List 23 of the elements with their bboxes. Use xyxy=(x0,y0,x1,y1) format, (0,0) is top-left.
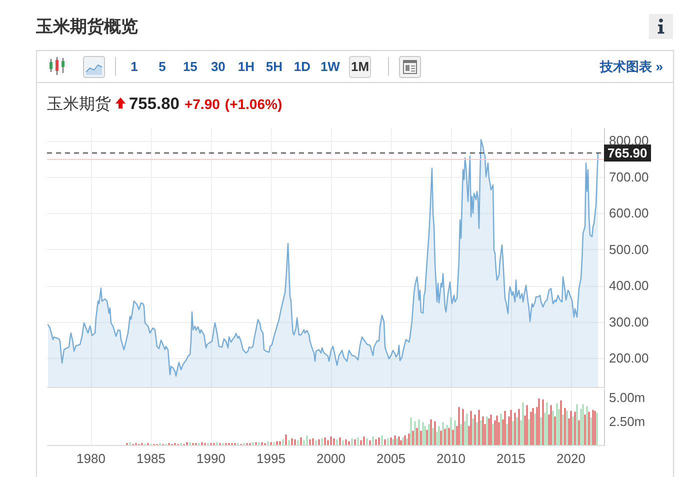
ref-line-label: 765.90 xyxy=(608,146,648,161)
x-tick-label: 2010 xyxy=(436,451,466,466)
y-tick-label: 800.00 xyxy=(609,133,649,148)
y-tick-label: 700.00 xyxy=(609,169,649,184)
x-tick-label: 2015 xyxy=(496,451,526,466)
x-tick-label: 1990 xyxy=(196,451,226,466)
text: 技术图表 » xyxy=(599,59,663,74)
y-tick-label: 200.00 xyxy=(609,350,649,366)
y-tick-label: 400.00 xyxy=(609,278,649,294)
text: 1 5 15 30 1H 5H 1D 1W 1M xyxy=(130,59,370,74)
x-tick-label: 1980 xyxy=(76,451,106,466)
y-tick-label: 600.00 xyxy=(609,206,649,221)
y-tick-label: 5.00m xyxy=(609,390,646,406)
chart-title: 玉米期货概览 xyxy=(35,17,138,36)
y-tick-label: 500.00 xyxy=(609,242,649,257)
x-tick-label: 2020 xyxy=(556,451,586,466)
x-tick-label: 2005 xyxy=(376,451,406,466)
y-tick-label: 300.00 xyxy=(609,314,649,330)
y-tick-label: 2.50m xyxy=(609,414,646,429)
x-tick-label: 2000 xyxy=(316,451,346,466)
x-tick-label: 1985 xyxy=(136,451,166,466)
x-tick-label: 1995 xyxy=(256,451,286,466)
chart-subtitle: 玉米期货 755.80 +7.90 (+1.06%) xyxy=(47,95,282,113)
